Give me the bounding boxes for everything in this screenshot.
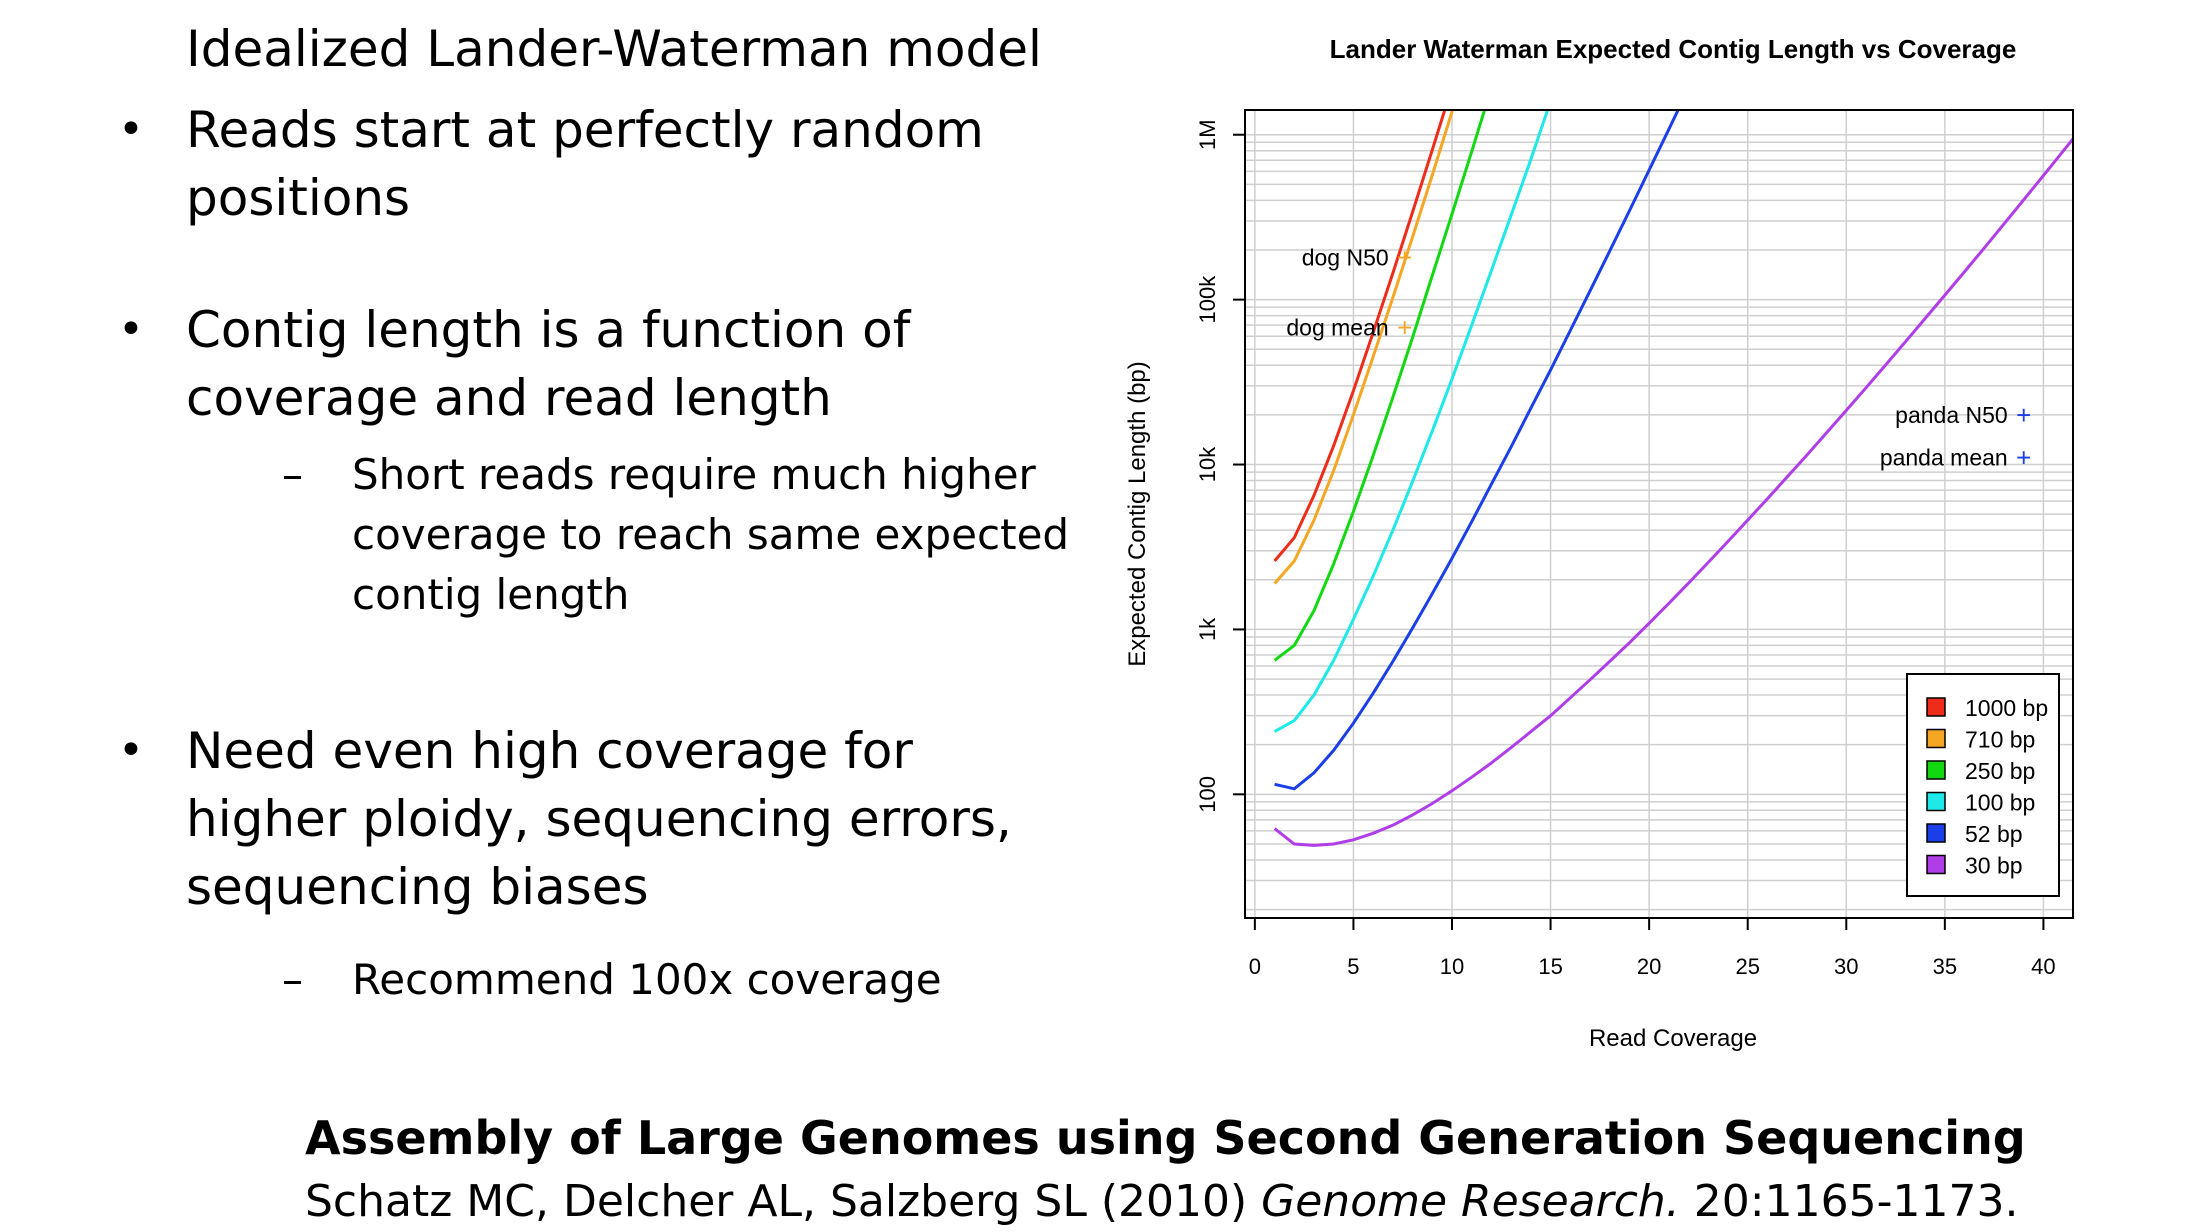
citation-authors: Schatz MC, Delcher AL, Salzberg SL (2010… [305,1176,1248,1227]
plot-frame [1244,109,2074,919]
legend-entry: 710 bp [1965,727,2035,753]
annotation-label: dog mean [1286,314,1388,340]
bullet-text: Contig length is a function of coverage … [186,301,911,427]
x-tick-label: 20 [1637,954,1661,979]
x-tick-label: 25 [1735,954,1759,979]
annotation-marker: + [2016,400,2031,430]
annotation-label: panda mean [1880,445,2008,471]
legend-entry: 100 bp [1965,790,2035,816]
bullet-marker: • [118,104,144,155]
bullet-marker: • [118,304,144,355]
bullet-item: • Need even high coverage for higher plo… [118,717,1086,921]
y-axis-label: Expected Contig Length (bp) [1124,361,1151,667]
legend-swatch [1926,697,1946,717]
series-line [1273,110,1550,733]
bullet-marker: • [118,725,144,776]
x-tick-label: 30 [1834,954,1858,979]
legend-swatch [1926,854,1946,875]
x-tick-label: 35 [1933,954,1957,979]
series-line [1273,110,1455,585]
legend-entry: 30 bp [1965,853,2023,879]
slide-title: Idealized Lander-Waterman model [186,20,1042,78]
legend-entry: 52 bp [1965,821,2023,847]
legend-swatch [1926,791,1946,812]
sub-bullet-marker: – [282,450,303,499]
sub-bullet-text: Short reads require much higher coverage… [352,450,1070,619]
citation: Schatz MC, Delcher AL, Salzberg SL (2010… [305,1172,2018,1232]
citation-title: Assembly of Large Genomes using Second G… [305,1111,2026,1165]
sub-bullet-item: – Short reads require much higher covera… [282,445,1172,625]
legend-swatch [1926,728,1946,749]
contig-length-chart: 0 5 10 15 20 25 30 35 40 100 1k 10k 100k 1M Lander Wat… [1124,34,2074,1052]
bullet-item: • Reads start at perfectly random positi… [118,96,1086,232]
x-axis-label: Read Coverage [1589,1025,1757,1052]
series-line [1273,110,1447,562]
annotation-label: panda N50 [1895,402,2008,428]
bullet-text: Reads start at perfectly random position… [186,101,984,227]
y-tick-label: 1k [1195,617,1220,641]
annotation-marker: + [1397,312,1412,342]
series-line [1273,110,1487,662]
bullet-text: Need even high coverage for higher ploid… [186,722,1012,916]
chart-title: Lander Waterman Expected Contig Length v… [1330,34,2017,64]
annotation-label: dog N50 [1302,245,1389,271]
series-group [1273,110,2073,847]
legend-swatch [1926,823,1946,843]
citation-journal: Genome Research. [1261,1176,1680,1227]
y-tick-label: 100 [1195,776,1220,813]
bullet-item: • Contig length is a function of coverag… [118,296,1086,432]
y-tick-label: 10k [1195,446,1220,482]
sub-bullet-text: Recommend 100x coverage [352,955,942,1004]
x-tick-label: 10 [1440,954,1464,979]
sub-bullet-item: – Recommend 100x coverage [282,950,1172,1010]
series-line [1274,110,1680,791]
x-tick-label: 15 [1538,954,1562,979]
sub-bullet-marker: – [282,955,303,1004]
x-tick-label: 5 [1347,954,1359,979]
citation-pages: 20:1165-1173. [1693,1176,2019,1227]
legend-entry: 1000 bp [1965,695,2048,721]
y-tick-label: 100k [1195,275,1220,324]
annotation-marker: + [1397,243,1412,273]
series-line [1273,136,2073,847]
legend: 1000 bp 710 bp 250 bp 100 bp 52 bp 30 bp [1906,673,2060,897]
annotation-marker: + [2016,443,2031,473]
legend-swatch [1926,760,1946,780]
x-tick-label: 40 [2031,954,2055,979]
x-tick-label: 0 [1249,954,1261,979]
y-tick-label: 1M [1195,119,1220,150]
legend-entry: 250 bp [1965,758,2035,784]
